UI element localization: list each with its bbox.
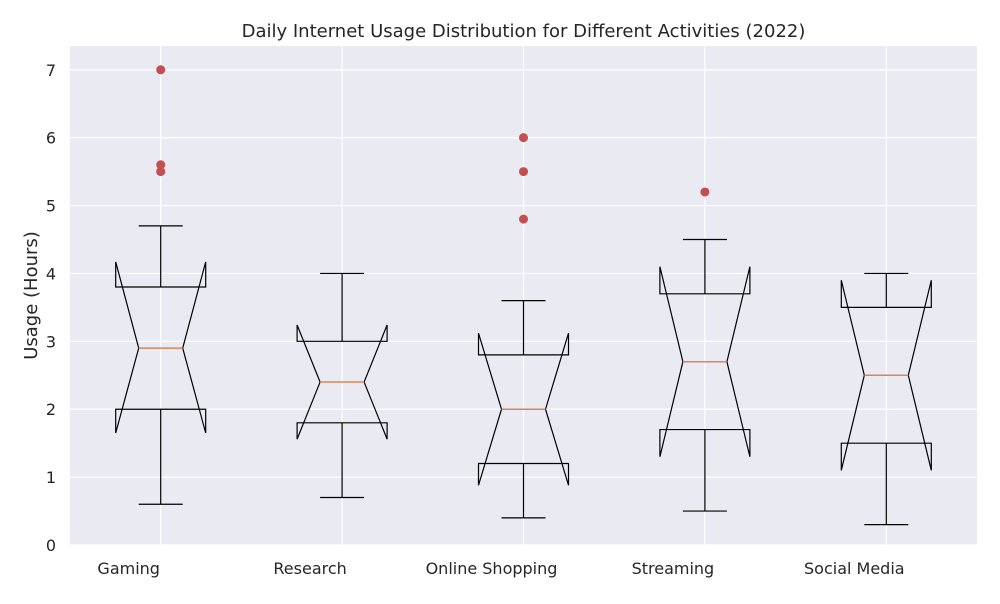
x-tick-label: Research bbox=[273, 559, 346, 578]
outlier-point bbox=[156, 167, 166, 177]
box-body bbox=[659, 266, 751, 457]
x-axis-ticks: Gaming Research Online Shopping Streaming So… bbox=[97, 559, 904, 578]
outlier-point bbox=[156, 160, 166, 170]
y-tick-label: 5 bbox=[46, 197, 56, 216]
y-tick-label: 1 bbox=[46, 468, 56, 487]
chart-title: Daily Internet Usage Distribution for Di… bbox=[242, 21, 806, 42]
box-body bbox=[296, 324, 388, 440]
box-social-media bbox=[840, 272, 932, 526]
outlier-point bbox=[700, 187, 710, 197]
y-tick-label: 3 bbox=[46, 332, 56, 351]
y-axis-ticks: 0 1 2 3 4 5 6 7 bbox=[46, 61, 56, 555]
box-research bbox=[296, 272, 388, 499]
boxes bbox=[115, 65, 932, 526]
box-online-shopping bbox=[477, 133, 570, 519]
outlier-point bbox=[519, 214, 528, 224]
x-tick-label: Online Shopping bbox=[426, 559, 558, 578]
box-streaming bbox=[659, 187, 751, 512]
y-tick-label: 6 bbox=[46, 129, 56, 148]
box-body bbox=[115, 261, 207, 434]
y-tick-label: 2 bbox=[46, 400, 56, 419]
box-gaming bbox=[115, 65, 207, 505]
box-body bbox=[477, 333, 570, 486]
outlier-point bbox=[519, 133, 528, 143]
x-tick-label: Social Media bbox=[804, 559, 905, 578]
y-tick-label: 7 bbox=[46, 61, 56, 80]
box-body bbox=[840, 280, 932, 471]
outlier-point bbox=[519, 167, 528, 177]
y-tick-label: 0 bbox=[46, 536, 56, 555]
y-axis-label: Usage (Hours) bbox=[21, 231, 42, 360]
x-tick-label: Streaming bbox=[632, 559, 715, 578]
outlier-point bbox=[156, 65, 166, 75]
x-tick-label: Gaming bbox=[97, 559, 160, 578]
y-tick-label: 4 bbox=[46, 264, 56, 283]
